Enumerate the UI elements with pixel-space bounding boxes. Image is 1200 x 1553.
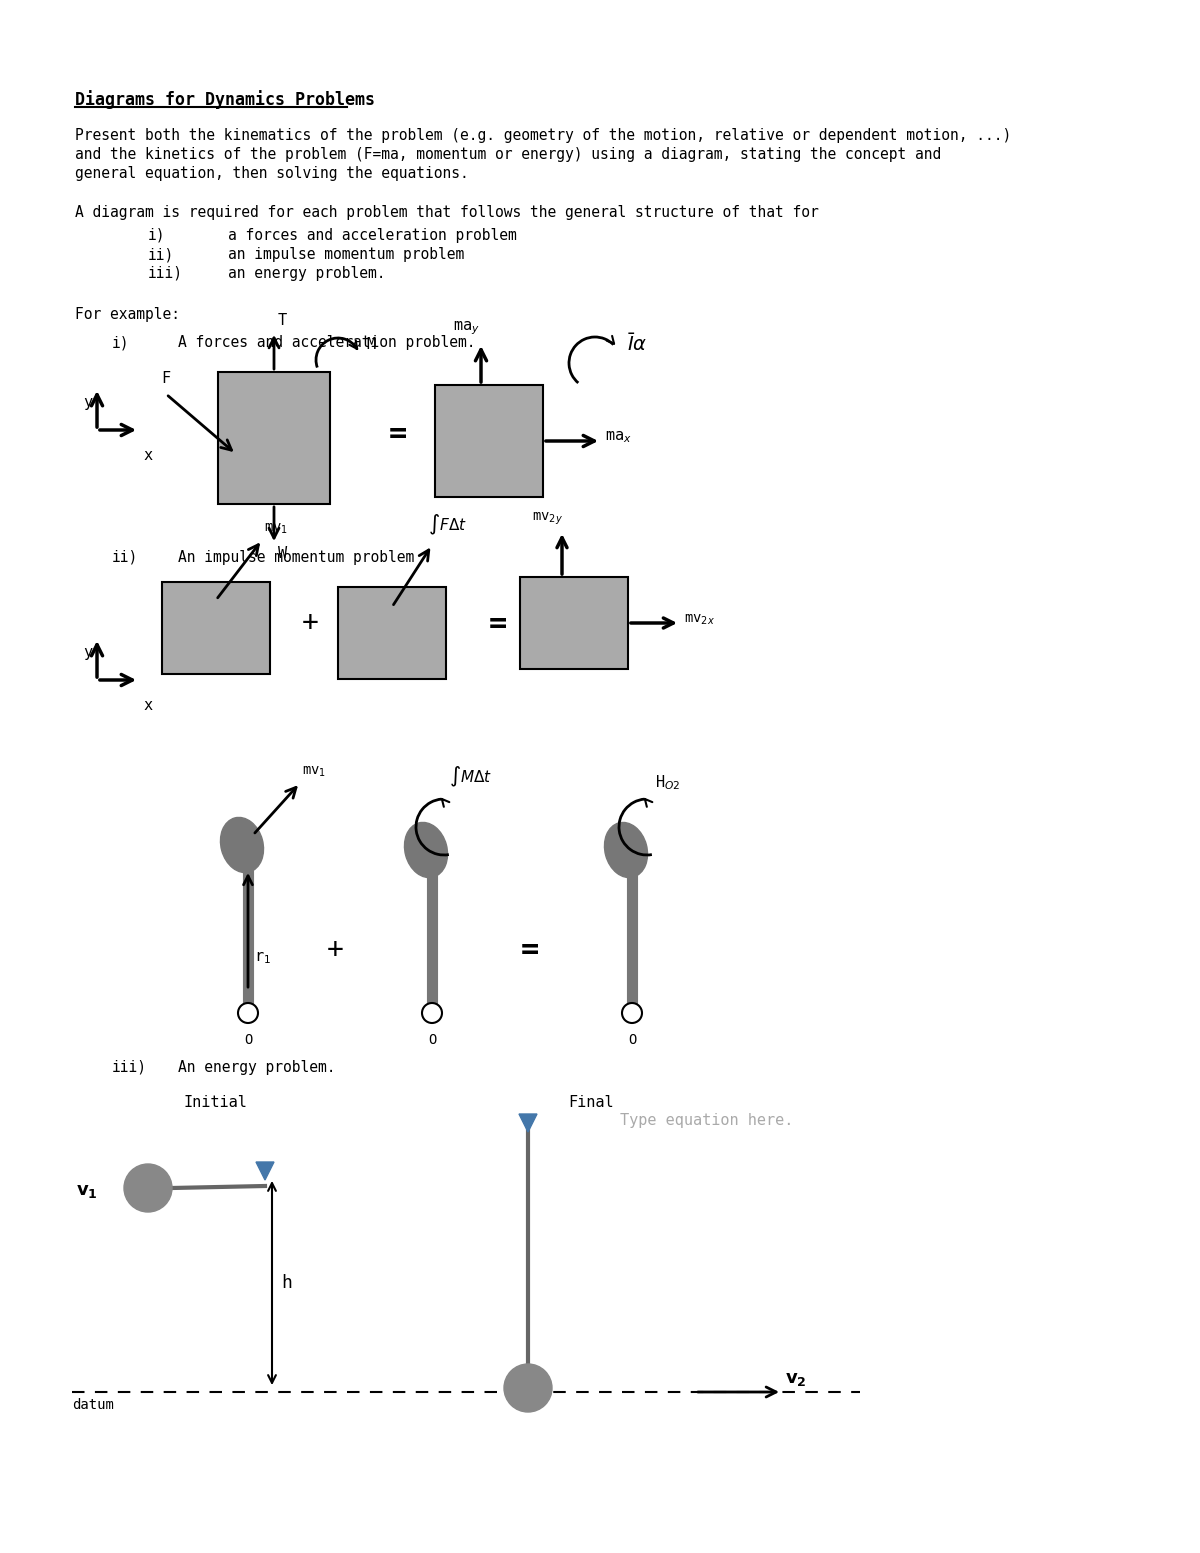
Text: mv$_{2y}$: mv$_{2y}$ <box>532 511 563 526</box>
Text: $\int F\Delta t$: $\int F\Delta t$ <box>428 512 467 537</box>
Ellipse shape <box>404 823 448 877</box>
Text: =: = <box>389 418 407 447</box>
Circle shape <box>622 1003 642 1023</box>
Text: A forces and acceleration problem.: A forces and acceleration problem. <box>178 335 475 349</box>
Text: H$_{O2}$: H$_{O2}$ <box>655 773 680 792</box>
Text: =: = <box>488 609 508 637</box>
Text: =: = <box>521 935 539 964</box>
Text: a forces and acceleration problem: a forces and acceleration problem <box>228 228 517 242</box>
Text: $\int M\Delta t$: $\int M\Delta t$ <box>449 766 492 789</box>
Text: Initial: Initial <box>184 1095 247 1110</box>
Ellipse shape <box>605 823 648 877</box>
Polygon shape <box>520 1114 538 1132</box>
Text: Present both the kinematics of the problem (e.g. geometry of the motion, relativ: Present both the kinematics of the probl… <box>74 127 1012 143</box>
Text: O: O <box>628 1033 636 1047</box>
Text: Type equation here.: Type equation here. <box>620 1114 793 1127</box>
Bar <box>520 578 628 669</box>
Text: $\mathbf{v_1}$: $\mathbf{v_1}$ <box>77 1182 98 1200</box>
Bar <box>338 587 446 679</box>
Text: ii): ii) <box>112 550 138 565</box>
Text: An energy problem.: An energy problem. <box>178 1061 336 1075</box>
Text: general equation, then solving the equations.: general equation, then solving the equat… <box>74 166 469 182</box>
Text: ii): ii) <box>148 247 174 262</box>
Text: i): i) <box>112 335 130 349</box>
Text: x: x <box>143 697 152 713</box>
Text: An impulse momentum problem: An impulse momentum problem <box>178 550 414 565</box>
Text: datum: datum <box>72 1398 114 1412</box>
Text: $\mathbf{v_2}$: $\mathbf{v_2}$ <box>785 1370 806 1388</box>
Bar <box>436 385 542 497</box>
Text: ma$_y$: ma$_y$ <box>454 320 480 337</box>
Text: an energy problem.: an energy problem. <box>228 266 385 281</box>
Text: A diagram is required for each problem that follows the general structure of tha: A diagram is required for each problem t… <box>74 205 818 221</box>
Polygon shape <box>256 1162 274 1180</box>
Bar <box>162 582 270 674</box>
Text: ma$_x$: ma$_x$ <box>605 429 632 446</box>
Text: mv$_1$: mv$_1$ <box>264 522 288 536</box>
Text: +: + <box>301 609 318 637</box>
Text: M: M <box>366 337 376 353</box>
Text: h: h <box>281 1273 292 1292</box>
Text: T: T <box>278 314 287 328</box>
Text: +: + <box>326 936 343 964</box>
Text: iii): iii) <box>112 1061 148 1075</box>
Circle shape <box>238 1003 258 1023</box>
Text: F: F <box>162 371 170 387</box>
Text: O: O <box>428 1033 436 1047</box>
Text: mv$_{2x}$: mv$_{2x}$ <box>684 612 715 627</box>
Circle shape <box>124 1165 172 1211</box>
Text: $\bar{I}\alpha$: $\bar{I}\alpha$ <box>628 332 647 356</box>
Text: i): i) <box>148 228 166 242</box>
Circle shape <box>422 1003 442 1023</box>
Text: y: y <box>83 644 92 660</box>
Text: x: x <box>143 447 152 463</box>
Text: an impulse momentum problem: an impulse momentum problem <box>228 247 464 262</box>
Circle shape <box>504 1364 552 1412</box>
Text: r$_1$: r$_1$ <box>254 950 271 966</box>
Text: y: y <box>83 394 92 410</box>
Text: mv$_1$: mv$_1$ <box>302 764 326 780</box>
Text: Diagrams for Dynamics Problems: Diagrams for Dynamics Problems <box>74 90 374 109</box>
Text: iii): iii) <box>148 266 182 281</box>
Text: Final: Final <box>568 1095 613 1110</box>
Bar <box>218 373 330 505</box>
Text: W: W <box>278 547 287 561</box>
Text: O: O <box>244 1033 252 1047</box>
Ellipse shape <box>221 817 264 873</box>
Text: For example:: For example: <box>74 307 180 321</box>
Text: and the kinetics of the problem (F=ma, momentum or energy) using a diagram, stat: and the kinetics of the problem (F=ma, m… <box>74 148 941 162</box>
